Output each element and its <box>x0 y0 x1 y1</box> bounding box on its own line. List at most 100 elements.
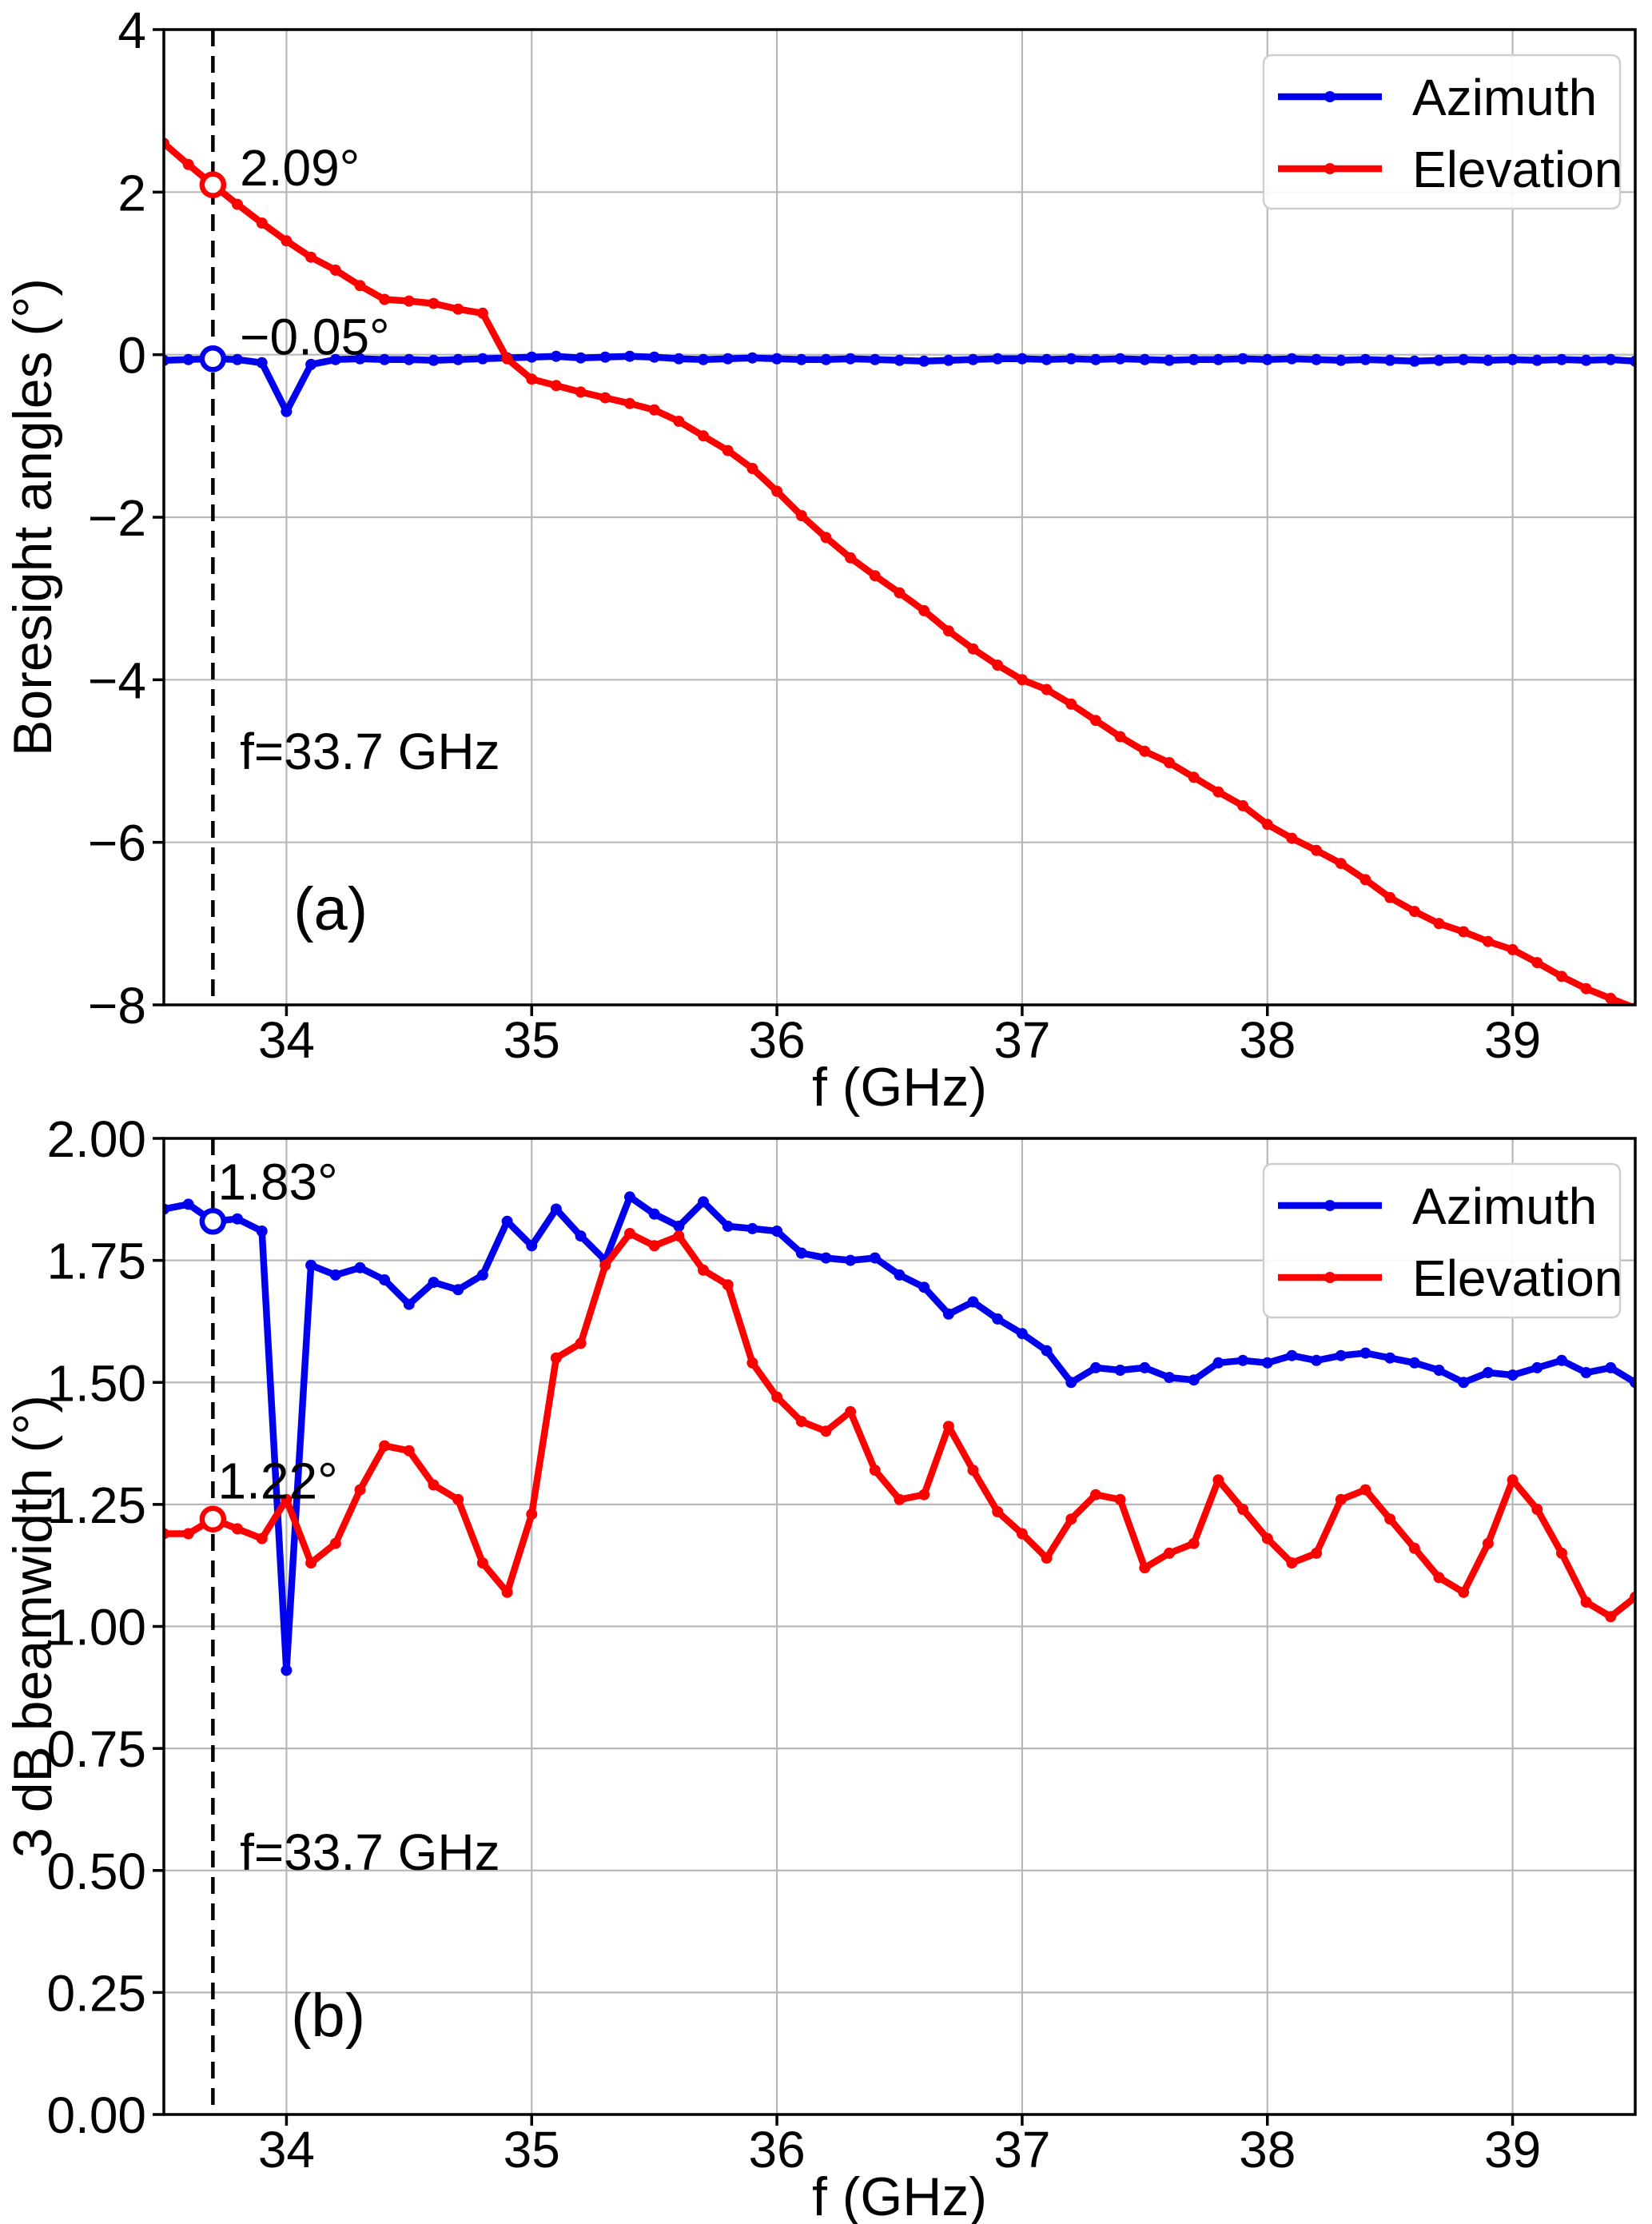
azimuth-point-marker <box>746 1222 758 1234</box>
azimuth-point-marker <box>1384 354 1396 366</box>
elevation-point-marker <box>1605 992 1617 1004</box>
azimuth-point-marker <box>428 354 440 366</box>
y-tick-label: 4 <box>117 2 146 59</box>
legend-a: Azimuth Elevation <box>1262 54 1622 210</box>
x-tick-label: 34 <box>258 1011 315 1069</box>
elevation-point-marker <box>1433 1572 1445 1584</box>
azimuth-point-marker <box>403 353 415 365</box>
elevation-point-marker <box>575 386 587 398</box>
elevation-point-marker <box>894 587 906 599</box>
legend-label-azimuth: Azimuth <box>1412 69 1597 126</box>
x-axis-a: 34 35 36 37 38 39 <box>258 1005 1541 1069</box>
elevation-point-marker <box>1335 858 1347 870</box>
y-axis-a: 4 2 0 −2 −4 −6 −8 <box>88 2 164 1034</box>
azimuth-point-marker <box>1188 1374 1200 1386</box>
azimuth-point-marker <box>1408 1357 1420 1369</box>
azimuth-point-marker <box>1580 354 1592 366</box>
y-tick-label: 0.50 <box>46 1843 146 1900</box>
elevation-point-marker <box>1139 745 1151 757</box>
azimuth-point-marker <box>1065 353 1077 365</box>
y-tick-label: 1.00 <box>46 1599 146 1656</box>
azimuth-point-marker <box>648 351 660 363</box>
azimuth-point-marker <box>1041 1345 1053 1357</box>
legend-sample-marker-elevation <box>1324 1272 1336 1283</box>
elevation-point-marker <box>1090 1489 1101 1501</box>
azimuth-point-marker <box>1237 1354 1249 1366</box>
azimuth-point-marker <box>476 353 488 365</box>
azimuth-point-marker <box>281 405 293 417</box>
elevation-point-marker <box>501 353 513 365</box>
azimuth-point-marker <box>403 1298 415 1310</box>
x-axis-b: 34 35 36 37 38 39 <box>258 2114 1541 2178</box>
elevation-point-marker <box>1041 1552 1053 1564</box>
elevation-point-marker <box>795 1416 807 1428</box>
azimuth-point-marker <box>428 1277 440 1289</box>
azimuth-point-marker <box>1311 1354 1323 1366</box>
elevation-point-marker <box>232 1523 243 1535</box>
elevation-point-marker <box>1335 1493 1347 1505</box>
azimuth-point-marker <box>771 1226 783 1237</box>
azimuth-point-marker <box>379 353 391 365</box>
azimuth-point-marker <box>1556 1354 1567 1366</box>
azimuth-point-marker <box>256 357 268 369</box>
elevation-point-marker <box>256 217 268 229</box>
x-axis-title-a: f (GHz) <box>812 1057 987 1118</box>
azimuth-point-marker <box>354 353 366 365</box>
azimuth-point-marker <box>894 354 906 366</box>
elevation-point-marker <box>845 552 857 564</box>
elevation-point-marker <box>1482 1537 1494 1549</box>
y-tick-label: −2 <box>88 489 146 547</box>
elevation-point-marker <box>942 625 954 637</box>
x-tick-label: 37 <box>993 1011 1050 1069</box>
legend-label-azimuth: Azimuth <box>1412 1178 1597 1235</box>
y-tick-label: 0 <box>117 327 146 385</box>
elevation-point-marker <box>379 1440 391 1452</box>
elevation-point-marker <box>1433 918 1445 930</box>
elevation-point-marker <box>428 297 440 309</box>
elevation-point-marker <box>1531 957 1543 969</box>
elevation-point-marker <box>1556 1547 1567 1559</box>
y-tick-label: 0.25 <box>46 1964 146 2022</box>
azimuth-point-marker <box>1286 353 1298 365</box>
azimuth-point-marker <box>575 1230 587 1242</box>
azimuth-point-marker <box>1114 1365 1126 1376</box>
azimuth-point-marker <box>722 1220 734 1232</box>
azimuth-point-marker <box>1359 1347 1371 1359</box>
azimuth-point-marker <box>746 352 758 364</box>
azimuth-point-marker <box>1482 354 1494 366</box>
elevation-point-marker <box>967 643 979 655</box>
azimuth-point-marker <box>771 353 783 365</box>
elevation-point-marker <box>1114 1493 1126 1505</box>
legend-label-elevation: Elevation <box>1412 1250 1622 1307</box>
azimuth-point-marker <box>1016 353 1028 365</box>
azimuth-point-marker <box>1139 353 1151 365</box>
legend-sample-marker-azimuth <box>1324 91 1336 102</box>
elevation-point-marker <box>1016 1528 1028 1540</box>
azimuth-point-marker <box>673 1220 685 1232</box>
azimuth-point-marker <box>232 353 243 365</box>
elevation-point-marker <box>648 404 660 416</box>
elevation-point-marker <box>771 485 783 497</box>
x-tick-label: 38 <box>1239 1011 1296 1069</box>
elevation-point-marker <box>354 1484 366 1496</box>
x-tick-label: 37 <box>993 2121 1050 2178</box>
elevation-point-marker <box>1580 982 1592 994</box>
azimuth-point-marker <box>992 353 1004 365</box>
marker-frequency-label-b: f=33.7 GHz <box>240 1823 500 1881</box>
azimuth-point-marker <box>329 1269 341 1281</box>
elevation-point-marker <box>599 392 611 404</box>
azimuth-point-marker <box>845 1254 857 1266</box>
azimuth-point-marker <box>992 1313 1004 1325</box>
azimuth-point-marker <box>1114 353 1126 365</box>
azimuth-point-marker <box>305 1259 317 1271</box>
x-tick-label: 35 <box>504 2121 560 2178</box>
azimuth-point-marker <box>476 1269 488 1281</box>
elevation-point-marker <box>501 1586 513 1598</box>
azimuth-point-marker <box>1605 353 1617 365</box>
azimuth-point-marker <box>1212 353 1224 365</box>
x-tick-label: 35 <box>504 1011 560 1069</box>
azimuth-point-marker <box>281 1664 293 1676</box>
elevation-point-marker <box>942 1421 954 1433</box>
